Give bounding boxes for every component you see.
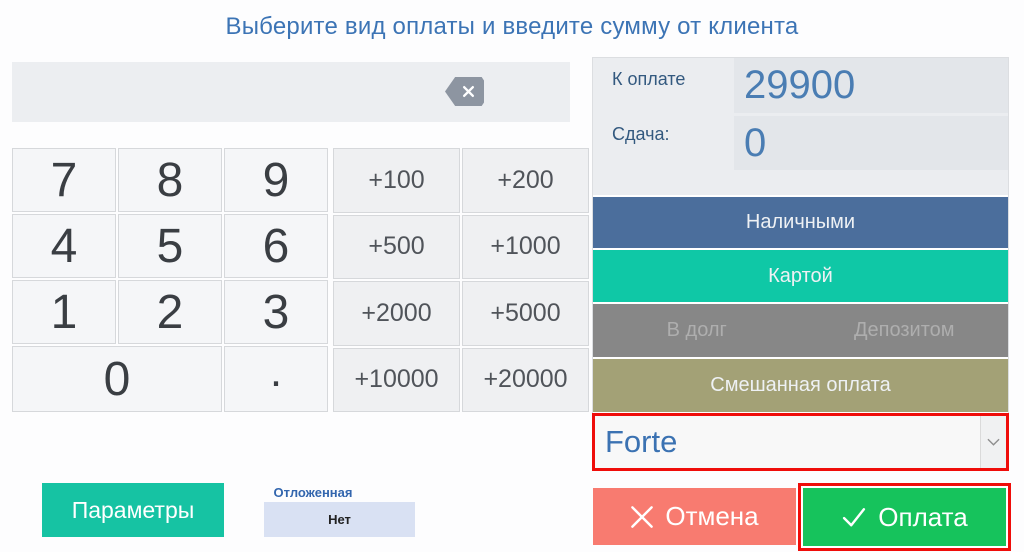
quick-add-20000[interactable]: +20000 [462,347,589,412]
quick-add-100[interactable]: +100 [333,148,460,213]
terminal-select-value: Forte [605,424,678,459]
change-value: 0 [734,116,1008,170]
numpad-key-7[interactable]: 7 [12,148,116,212]
pay-method-cash-button[interactable]: Наличными [593,197,1008,248]
pay-method-deposit-button[interactable]: Депозитом [800,304,1008,357]
numpad-key-4[interactable]: 4 [12,214,116,278]
backspace-button[interactable] [445,77,484,106]
payment-summary: К оплате 29900 Сдача: 0 [593,58,1008,195]
pay-method-mixed-button[interactable]: Смешанная оплата [593,359,1008,412]
numpad-key-6[interactable]: 6 [224,214,328,278]
quick-add-2000[interactable]: +2000 [333,281,460,346]
cancel-button[interactable]: Отмена [593,488,796,545]
quick-amounts: +100 +200 +500 +1000 +2000 +5000 +10000 … [333,148,589,412]
numpad-key-3[interactable]: 3 [224,280,328,344]
terminal-select[interactable]: Forte [592,413,1009,471]
pay-button-label: Оплата [878,501,968,532]
pay-method-debt-button[interactable]: В долг [593,304,801,357]
numpad-key-0[interactable]: 0 [12,346,222,412]
cancel-button-label: Отмена [665,501,759,531]
payment-panel: К оплате 29900 Сдача: 0 Наличными Картой… [592,57,1009,471]
deferred-fiscalization-value[interactable]: Нет [264,502,415,537]
backspace-icon [462,85,475,98]
parameters-button[interactable]: Параметры [42,483,224,537]
pay-method-card-button[interactable]: Картой [593,250,1008,302]
pay-button[interactable]: Оплата [803,488,1006,546]
quick-add-1000[interactable]: +1000 [462,214,589,279]
quick-add-5000[interactable]: +5000 [462,281,589,346]
chevron-down-icon [980,416,1006,468]
numpad-key-dot[interactable]: . [224,346,328,412]
numpad-key-5[interactable]: 5 [118,214,222,278]
numpad-key-9[interactable]: 9 [224,148,328,212]
change-label: Сдача: [612,124,670,144]
pay-button-highlight: Оплата [798,483,1011,551]
x-icon [630,505,654,529]
parameters-button-label: Параметры [71,496,195,523]
numpad: 7 8 9 4 5 6 1 2 3 0 . [12,148,328,412]
check-icon [841,506,867,528]
to-pay-value: 29900 [734,58,1008,113]
to-pay-label: К оплате [612,69,686,89]
page-title: Выберите вид оплаты и введите сумму от к… [225,13,799,40]
numpad-key-2[interactable]: 2 [118,280,222,344]
numpad-key-8[interactable]: 8 [118,148,222,212]
quick-add-10000[interactable]: +10000 [333,347,460,412]
amount-display[interactable] [12,62,570,122]
pay-method-debt-deposit-row: В долг Депозитом [593,304,1008,357]
numpad-key-1[interactable]: 1 [12,280,116,344]
quick-add-200[interactable]: +200 [462,148,589,213]
quick-add-500[interactable]: +500 [333,214,460,279]
